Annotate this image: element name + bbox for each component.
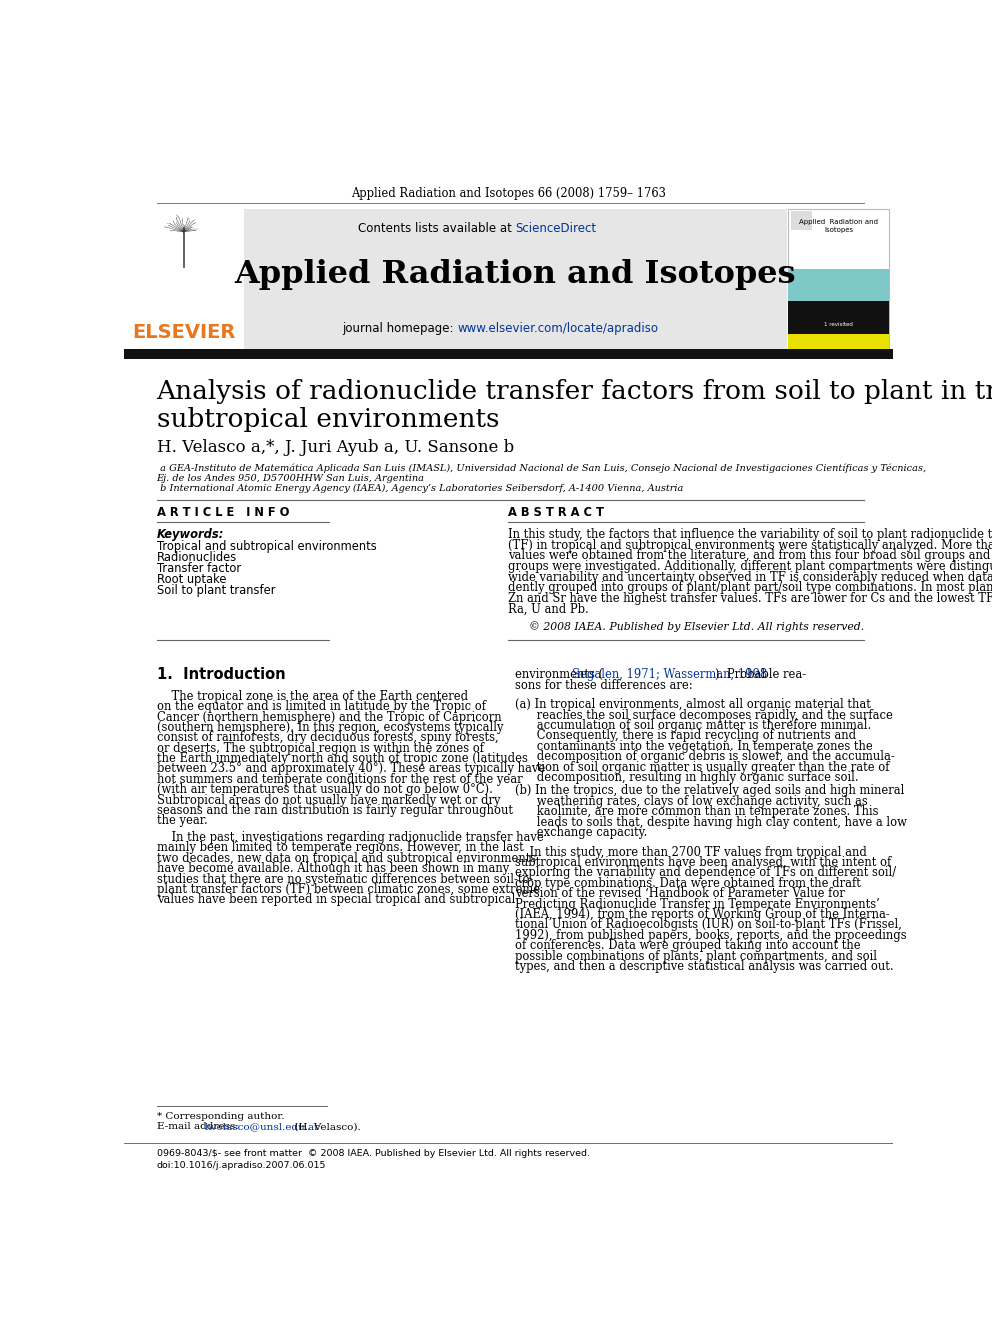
Text: consist of rainforests, dry deciduous forests, spiny forests,: consist of rainforests, dry deciduous fo… bbox=[157, 732, 498, 745]
Text: tional Union of Radioecologists (IUR) on soil-to-plant TFs (Frissel,: tional Union of Radioecologists (IUR) on… bbox=[516, 918, 903, 931]
Text: reaches the soil surface decomposes rapidly, and the surface: reaches the soil surface decomposes rapi… bbox=[516, 709, 893, 721]
Text: A R T I C L E   I N F O: A R T I C L E I N F O bbox=[157, 507, 289, 520]
Text: the Earth immediately north and south of tropic zone (latitudes: the Earth immediately north and south of… bbox=[157, 751, 528, 765]
Text: ). Probable rea-: ). Probable rea- bbox=[715, 668, 806, 681]
Text: E-mail address:: E-mail address: bbox=[157, 1122, 241, 1131]
Text: or deserts. The subtropical region is within the zones of: or deserts. The subtropical region is wi… bbox=[157, 742, 483, 754]
Text: (b) In the tropics, due to the relatively aged soils and high mineral: (b) In the tropics, due to the relativel… bbox=[516, 785, 905, 798]
Text: Cancer (northern hemisphere) and the Tropic of Capricorn: Cancer (northern hemisphere) and the Tro… bbox=[157, 710, 501, 724]
Text: environments (: environments ( bbox=[516, 668, 603, 681]
Text: of conferences. Data were grouped taking into account the: of conferences. Data were grouped taking… bbox=[516, 939, 861, 953]
Text: 1 revisited: 1 revisited bbox=[824, 321, 853, 327]
Text: ScienceDirect: ScienceDirect bbox=[516, 221, 596, 234]
Text: Radionuclides: Radionuclides bbox=[157, 550, 237, 564]
Text: In this study, more than 2700 TF values from tropical and: In this study, more than 2700 TF values … bbox=[516, 845, 867, 859]
Text: Contents lists available at: Contents lists available at bbox=[358, 221, 516, 234]
Text: weathering rates, clays of low exchange activity, such as: weathering rates, clays of low exchange … bbox=[516, 795, 868, 808]
Text: journal homepage:: journal homepage: bbox=[342, 321, 457, 335]
Text: In the past, investigations regarding radionuclide transfer have: In the past, investigations regarding ra… bbox=[157, 831, 544, 844]
Text: Transfer factor: Transfer factor bbox=[157, 562, 241, 576]
Text: decomposition of organic debris is slower, and the accumula-: decomposition of organic debris is slowe… bbox=[516, 750, 895, 763]
Text: (a) In tropical environments, almost all organic material that: (a) In tropical environments, almost all… bbox=[516, 699, 871, 712]
Text: Soil to plant transfer: Soil to plant transfer bbox=[157, 585, 275, 597]
Text: Root uptake: Root uptake bbox=[157, 573, 226, 586]
FancyBboxPatch shape bbox=[791, 212, 812, 230]
Text: 1992), from published papers, books, reports, and the proceedings: 1992), from published papers, books, rep… bbox=[516, 929, 907, 942]
Text: between 23.5° and approximately 40°). These areas typically have: between 23.5° and approximately 40°). Th… bbox=[157, 762, 545, 775]
Text: (H. Velasco).: (H. Velasco). bbox=[292, 1122, 361, 1131]
FancyBboxPatch shape bbox=[124, 349, 893, 359]
Text: leads to soils that, despite having high clay content, have a low: leads to soils that, despite having high… bbox=[516, 815, 908, 828]
Text: version of the revised ‘Handbook of Parameter Value for: version of the revised ‘Handbook of Para… bbox=[516, 888, 845, 900]
Text: crop type combinations. Data were obtained from the draft: crop type combinations. Data were obtain… bbox=[516, 877, 861, 890]
Text: Ra, U and Pb.: Ra, U and Pb. bbox=[508, 602, 588, 615]
Text: kaolinite, are more common than in temperate zones. This: kaolinite, are more common than in tempe… bbox=[516, 806, 879, 818]
Text: exploring the variability and dependence of TFs on different soil/: exploring the variability and dependence… bbox=[516, 867, 897, 880]
Text: values have been reported in special tropical and subtropical: values have been reported in special tro… bbox=[157, 893, 515, 906]
Text: have become available. Although it has been shown in many: have become available. Although it has b… bbox=[157, 863, 509, 876]
Text: In this study, the factors that influence the variability of soil to plant radio: In this study, the factors that influenc… bbox=[508, 528, 992, 541]
Text: values were obtained from the literature, and from this four broad soil groups a: values were obtained from the literature… bbox=[508, 549, 992, 562]
Text: Subtropical areas do not usually have markedly wet or dry: Subtropical areas do not usually have ma… bbox=[157, 794, 500, 807]
Text: sons for these differences are:: sons for these differences are: bbox=[516, 679, 693, 692]
Text: hot summers and temperate conditions for the rest of the year: hot summers and temperate conditions for… bbox=[157, 773, 522, 786]
Text: Ej. de los Andes 950, D5700HHW San Luis, Argentina: Ej. de los Andes 950, D5700HHW San Luis,… bbox=[157, 474, 425, 483]
Text: subtropical environments: subtropical environments bbox=[157, 406, 499, 431]
Text: decomposition, resulting in highly organic surface soil.: decomposition, resulting in highly organ… bbox=[516, 771, 859, 785]
Text: © 2008 IAEA. Published by Elsevier Ltd. All rights reserved.: © 2008 IAEA. Published by Elsevier Ltd. … bbox=[529, 620, 864, 631]
Text: (with air temperatures that usually do not go below 0°C).: (with air temperatures that usually do n… bbox=[157, 783, 492, 796]
Text: 1.  Introduction: 1. Introduction bbox=[157, 667, 285, 683]
Text: Segalen, 1971; Wasserman, 1998: Segalen, 1971; Wasserman, 1998 bbox=[572, 668, 767, 681]
Text: mainly been limited to temperate regions. However, in the last: mainly been limited to temperate regions… bbox=[157, 841, 524, 855]
Text: wide variability and uncertainty observed in TF is considerably reduced when dat: wide variability and uncertainty observe… bbox=[508, 570, 992, 583]
Text: Applied  Radiation and: Applied Radiation and bbox=[799, 218, 878, 225]
Text: (IAEA, 1994), from the reports of Working Group of the Interna-: (IAEA, 1994), from the reports of Workin… bbox=[516, 908, 890, 921]
Text: Keywords:: Keywords: bbox=[157, 528, 224, 541]
Text: contaminants into the vegetation. In temperate zones the: contaminants into the vegetation. In tem… bbox=[516, 740, 873, 753]
Text: Isotopes: Isotopes bbox=[824, 226, 853, 233]
Text: Applied Radiation and Isotopes 66 (2008) 1759– 1763: Applied Radiation and Isotopes 66 (2008)… bbox=[351, 187, 666, 200]
Text: Predicting Radionuclide Transfer in Temperate Environments’: Predicting Radionuclide Transfer in Temp… bbox=[516, 897, 880, 910]
Text: possible combinations of plants, plant compartments, and soil: possible combinations of plants, plant c… bbox=[516, 950, 877, 963]
Text: doi:10.1016/j.apradiso.2007.06.015: doi:10.1016/j.apradiso.2007.06.015 bbox=[157, 1160, 326, 1170]
Text: Applied Radiation and Isotopes: Applied Radiation and Isotopes bbox=[234, 259, 797, 290]
Text: (southern hemisphere). In this region, ecosystems typically: (southern hemisphere). In this region, e… bbox=[157, 721, 503, 734]
Text: hvelasco@unsl.edu.ar: hvelasco@unsl.edu.ar bbox=[204, 1122, 319, 1131]
Text: the year.: the year. bbox=[157, 815, 207, 827]
Text: subtropical environments have been analysed, with the intent of: subtropical environments have been analy… bbox=[516, 856, 892, 869]
Text: www.elsevier.com/locate/apradiso: www.elsevier.com/locate/apradiso bbox=[457, 321, 659, 335]
Text: seasons and the rain distribution is fairly regular throughout: seasons and the rain distribution is fai… bbox=[157, 804, 513, 818]
Text: dently grouped into groups of plant/plant part/soil type combinations. In most p: dently grouped into groups of plant/plan… bbox=[508, 581, 992, 594]
Text: H. Velasco a,*, J. Juri Ayub a, U. Sansone b: H. Velasco a,*, J. Juri Ayub a, U. Sanso… bbox=[157, 439, 514, 456]
Text: exchange capacity.: exchange capacity. bbox=[516, 826, 648, 839]
Text: (TF) in tropical and subtropical environments were statistically analyzed. More : (TF) in tropical and subtropical environ… bbox=[508, 538, 992, 552]
Text: The tropical zone is the area of the Earth centered: The tropical zone is the area of the Ear… bbox=[157, 689, 467, 703]
Text: plant transfer factors (TF) between climatic zones, some extreme: plant transfer factors (TF) between clim… bbox=[157, 882, 540, 896]
Text: types, and then a descriptive statistical analysis was carried out.: types, and then a descriptive statistica… bbox=[516, 960, 894, 972]
FancyBboxPatch shape bbox=[244, 209, 787, 349]
FancyBboxPatch shape bbox=[789, 269, 889, 302]
Text: * Corresponding author.: * Corresponding author. bbox=[157, 1113, 284, 1121]
Text: Tropical and subtropical environments: Tropical and subtropical environments bbox=[157, 540, 376, 553]
Text: Zn and Sr have the highest transfer values. TFs are lower for Cs and the lowest : Zn and Sr have the highest transfer valu… bbox=[508, 591, 992, 605]
FancyBboxPatch shape bbox=[789, 302, 889, 333]
FancyBboxPatch shape bbox=[124, 209, 244, 349]
Text: Analysis of radionuclide transfer factors from soil to plant in tropical and: Analysis of radionuclide transfer factor… bbox=[157, 378, 992, 404]
Text: tion of soil organic matter is usually greater than the rate of: tion of soil organic matter is usually g… bbox=[516, 761, 890, 774]
Text: two decades, new data on tropical and subtropical environments: two decades, new data on tropical and su… bbox=[157, 852, 536, 865]
Text: 0969-8043/$- see front matter  © 2008 IAEA. Published by Elsevier Ltd. All right: 0969-8043/$- see front matter © 2008 IAE… bbox=[157, 1150, 589, 1158]
FancyBboxPatch shape bbox=[789, 209, 889, 349]
Text: accumulation of soil organic matter is therefore minimal.: accumulation of soil organic matter is t… bbox=[516, 718, 872, 732]
Text: A B S T R A C T: A B S T R A C T bbox=[508, 507, 603, 520]
Text: Consequently, there is rapid recycling of nutrients and: Consequently, there is rapid recycling o… bbox=[516, 729, 856, 742]
Text: b International Atomic Energy Agency (IAEA), Agency’s Laboratories Seibersdorf, : b International Atomic Energy Agency (IA… bbox=[157, 484, 682, 493]
Text: a GEA-Instituto de Matemática Aplicada San Luis (IMASL), Universidad Nacional de: a GEA-Instituto de Matemática Aplicada S… bbox=[157, 463, 926, 474]
Text: on the equator and is limited in latitude by the Tropic of: on the equator and is limited in latitud… bbox=[157, 700, 485, 713]
FancyBboxPatch shape bbox=[789, 333, 889, 349]
Text: ELSEVIER: ELSEVIER bbox=[132, 323, 235, 341]
Text: studies that there are no systematic differences between soil-to-: studies that there are no systematic dif… bbox=[157, 873, 533, 885]
Text: groups were investigated. Additionally, different plant compartments were distin: groups were investigated. Additionally, … bbox=[508, 560, 992, 573]
